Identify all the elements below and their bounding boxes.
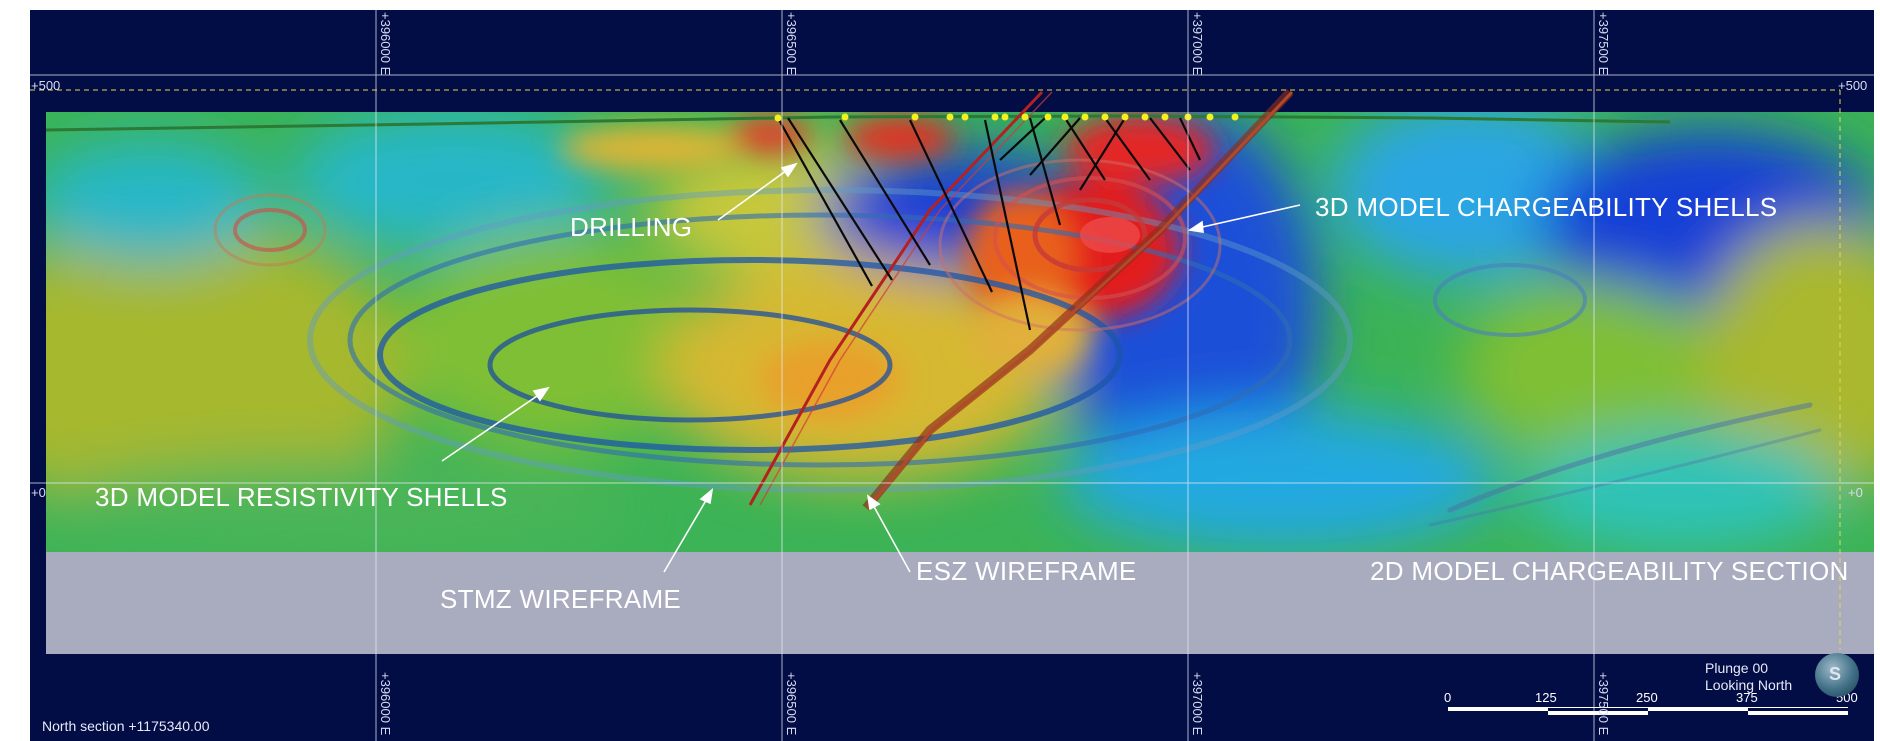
easting-label-397000-bottom: +397000 E	[1190, 672, 1205, 736]
stmz-wireframe-label: STMZ WIREFRAME	[440, 584, 682, 614]
cross-section-view	[30, 10, 1874, 741]
drilling-label: DRILLING	[570, 212, 693, 242]
easting-label-396000-top: +396000 E	[378, 12, 393, 76]
easting-label-397500-top: +397500 E	[1596, 12, 1611, 76]
elevation-label-500-right: +500	[1838, 78, 1868, 93]
section-name: North section +1175340.00	[42, 718, 210, 734]
coordinate-grid	[30, 10, 1874, 741]
easting-label-396500-top: +396500 E	[784, 12, 799, 76]
scale-tick-250: 250	[1636, 690, 1658, 705]
easting-label-397000-top: +397000 E	[1190, 12, 1205, 76]
drill-holes	[777, 117, 1201, 331]
elevation-label-0-left: +0	[31, 485, 46, 500]
esz-wireframe	[862, 88, 1294, 511]
resistivity-shells	[213, 187, 1822, 527]
section-2d-label: 2D MODEL CHARGEABILITY SECTION	[1370, 556, 1849, 586]
elevation-label-0-right: +0	[1848, 485, 1863, 500]
stmz-wireframe	[748, 90, 1053, 506]
plunge-text: Plunge 00	[1705, 660, 1769, 676]
chargeability-section	[46, 112, 1874, 552]
compass-ball-icon[interactable]: S	[1815, 653, 1859, 697]
easting-label-396500-bottom: +396500 E	[784, 672, 799, 736]
scale-tick-0: 0	[1444, 690, 1452, 705]
chargeability-shells-label: 3D MODEL CHARGEABILITY SHELLS	[1315, 192, 1778, 222]
easting-label-397500-bottom: +397500 E	[1596, 672, 1611, 736]
resistivity-shells-label: 3D MODEL RESISTIVITY SHELLS	[95, 482, 508, 512]
esz-wireframe-label: ESZ WIREFRAME	[916, 556, 1137, 586]
scale-bar	[1448, 707, 1848, 715]
looking-text: Looking North	[1705, 677, 1793, 693]
easting-label-396000-bottom: +396000 E	[378, 672, 393, 736]
scale-tick-125: 125	[1535, 690, 1557, 705]
annotation-arrows	[441, 162, 1301, 573]
scale-tick-375: 375	[1736, 690, 1758, 705]
section-viewport[interactable]: +396000 E +396500 E +397000 E +397500 E …	[30, 10, 1874, 741]
topography-line	[45, 114, 1671, 132]
elevation-label-500-left: +500	[31, 78, 61, 93]
